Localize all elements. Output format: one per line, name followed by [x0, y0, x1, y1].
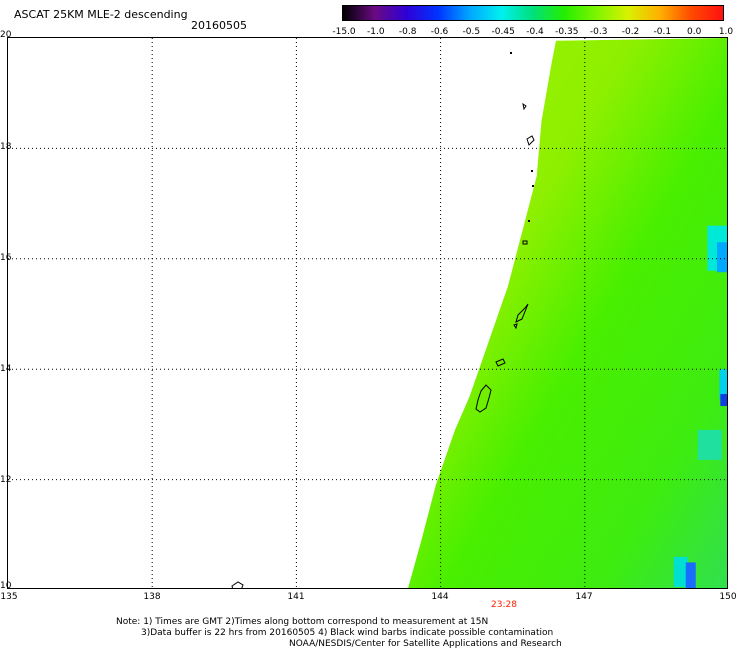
swath-anomaly-patch — [716, 242, 727, 273]
color-scale-tick-label: 0.0 — [686, 27, 702, 37]
footnote-line-2: 3)Data buffer is 22 hrs from 20160505 4)… — [141, 628, 554, 638]
color-scale-tick-label: -1.0 — [367, 27, 385, 37]
color-scale-bar — [342, 5, 724, 21]
island-outline — [513, 323, 518, 330]
map-canvas — [8, 38, 727, 588]
island-outline — [495, 358, 506, 367]
island-outlines — [231, 52, 535, 588]
map-date: 20160505 — [191, 19, 247, 32]
island-dot — [528, 220, 530, 222]
swath-anomaly-patch — [685, 562, 696, 588]
lat-label-16: 16 — [0, 253, 12, 263]
lat-label-20: 20 — [0, 30, 12, 40]
swath-fill — [408, 38, 727, 588]
lon-label-135: 135 — [0, 592, 18, 602]
lat-label-14: 14 — [0, 364, 12, 374]
lon-label-144: 144 — [431, 592, 449, 602]
swath-anomaly-patch — [720, 394, 727, 407]
island-dot — [531, 170, 533, 172]
grid-lines — [8, 38, 727, 588]
island-outline — [522, 102, 527, 111]
island-outline — [522, 240, 528, 245]
color-scale-tick-label: -0.4 — [526, 27, 544, 37]
island-dot — [532, 185, 534, 187]
color-scale-labels: -15.0 -1.0 -0.8 -0.6 -0.5 -0.45 -0.4 -0.35 -0.3 -… — [330, 27, 740, 39]
color-scale-tick-label: -0.45 — [491, 27, 515, 37]
lat-label-10: 10 — [0, 581, 12, 591]
island-outline — [526, 135, 535, 146]
swath-anomaly-patch — [719, 369, 727, 400]
color-scale-tick-label: -0.35 — [555, 27, 579, 37]
color-scale-tick-label: -0.8 — [398, 27, 417, 37]
lon-label-141: 141 — [287, 592, 305, 602]
color-scale-tick-label: -15.0 — [332, 27, 356, 37]
lon-label-138: 138 — [143, 592, 161, 602]
lon-label-147: 147 — [575, 592, 593, 602]
island-outline — [515, 303, 529, 323]
pass-time-label: 23:28 — [491, 600, 517, 610]
color-scale-tick-label: -0.3 — [589, 27, 608, 37]
color-scale-tick-label: -0.1 — [653, 27, 672, 37]
lat-label-18: 18 — [0, 142, 12, 152]
swath-anomaly-patch — [697, 429, 722, 460]
island-outline — [231, 581, 244, 588]
swath-anomaly-patch — [673, 556, 688, 587]
lon-label-150: 150 — [719, 592, 737, 602]
footnote-line-3: NOAA/NESDIS/Center for Satellite Applica… — [289, 639, 562, 649]
color-scale-tick-label: -0.6 — [430, 27, 449, 37]
map-title: ASCAT 25KM MLE-2 descending — [14, 8, 188, 21]
island-dot — [510, 52, 512, 54]
data-swath — [408, 38, 727, 588]
footnote-line-1: Note: 1) Times are GMT 2)Times along bot… — [116, 617, 489, 627]
color-scale-tick-label: -0.5 — [462, 27, 481, 37]
color-scale-tick-label: -0.2 — [621, 27, 640, 37]
lat-label-12: 12 — [0, 475, 12, 485]
island-outline — [475, 384, 492, 413]
color-scale-tick-label: 1.0 — [718, 27, 734, 37]
map-plot-area[interactable] — [7, 37, 728, 589]
